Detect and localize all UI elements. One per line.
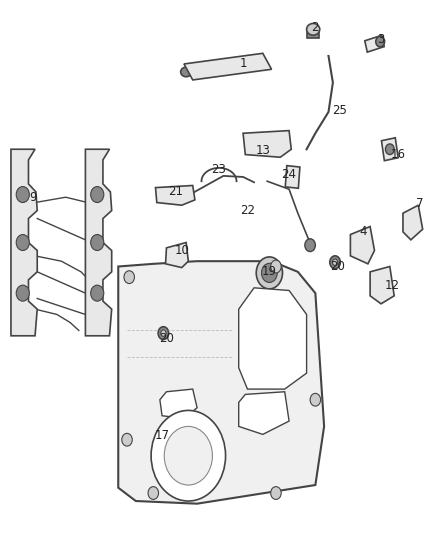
Polygon shape — [155, 185, 195, 205]
Bar — [365, 35, 384, 52]
Circle shape — [161, 330, 166, 336]
Text: 3: 3 — [378, 34, 385, 46]
Bar — [381, 138, 398, 160]
Circle shape — [148, 487, 159, 499]
Circle shape — [376, 36, 385, 47]
Polygon shape — [166, 243, 188, 268]
Circle shape — [373, 277, 382, 288]
Circle shape — [16, 285, 29, 301]
Circle shape — [16, 235, 29, 251]
Circle shape — [332, 259, 338, 265]
Text: 21: 21 — [168, 185, 183, 198]
Text: 2: 2 — [311, 21, 319, 34]
Text: 20: 20 — [330, 260, 345, 273]
Circle shape — [310, 393, 321, 406]
Text: 20: 20 — [159, 332, 174, 345]
Polygon shape — [370, 266, 394, 304]
Polygon shape — [239, 392, 289, 434]
Circle shape — [91, 235, 104, 251]
Polygon shape — [160, 389, 197, 418]
Circle shape — [182, 249, 184, 252]
Polygon shape — [239, 288, 307, 389]
Circle shape — [170, 247, 182, 262]
Circle shape — [175, 464, 181, 472]
Bar — [285, 166, 300, 188]
Text: 25: 25 — [332, 104, 347, 117]
Circle shape — [164, 426, 212, 485]
Circle shape — [380, 289, 387, 297]
Circle shape — [271, 487, 281, 499]
Circle shape — [195, 464, 201, 472]
Circle shape — [248, 139, 255, 147]
Polygon shape — [350, 227, 374, 264]
Text: 19: 19 — [262, 265, 277, 278]
Text: 22: 22 — [240, 204, 255, 217]
Circle shape — [406, 217, 415, 228]
Text: 4: 4 — [360, 225, 367, 238]
Text: 12: 12 — [385, 279, 399, 292]
Text: 9: 9 — [29, 191, 37, 204]
Circle shape — [271, 260, 281, 273]
Circle shape — [305, 239, 315, 252]
Ellipse shape — [307, 23, 320, 35]
Polygon shape — [11, 149, 37, 336]
Circle shape — [91, 187, 104, 203]
Ellipse shape — [180, 67, 192, 77]
Circle shape — [256, 257, 283, 289]
Text: 10: 10 — [174, 244, 189, 257]
Circle shape — [151, 410, 226, 501]
Circle shape — [122, 433, 132, 446]
Circle shape — [195, 440, 201, 447]
Circle shape — [175, 440, 181, 447]
Text: 24: 24 — [282, 168, 297, 181]
Circle shape — [261, 263, 277, 282]
Circle shape — [160, 190, 168, 200]
Circle shape — [16, 187, 29, 203]
Polygon shape — [184, 53, 272, 80]
Polygon shape — [85, 149, 112, 336]
Text: 16: 16 — [390, 148, 405, 161]
Text: 13: 13 — [255, 144, 270, 157]
Polygon shape — [403, 205, 423, 240]
Circle shape — [185, 435, 191, 442]
Bar — [307, 31, 319, 38]
Polygon shape — [243, 131, 291, 157]
Text: 17: 17 — [155, 430, 170, 442]
Circle shape — [182, 257, 184, 261]
Circle shape — [171, 452, 177, 459]
Circle shape — [124, 271, 134, 284]
Circle shape — [158, 327, 169, 340]
Circle shape — [275, 141, 282, 149]
Text: 23: 23 — [212, 163, 226, 176]
Polygon shape — [118, 261, 324, 504]
Circle shape — [385, 144, 394, 155]
Text: 1: 1 — [239, 58, 247, 70]
Circle shape — [185, 469, 191, 477]
Circle shape — [91, 285, 104, 301]
Circle shape — [182, 253, 184, 256]
Text: 7: 7 — [416, 197, 424, 210]
Circle shape — [330, 256, 340, 269]
Circle shape — [199, 452, 205, 459]
Circle shape — [355, 238, 363, 247]
